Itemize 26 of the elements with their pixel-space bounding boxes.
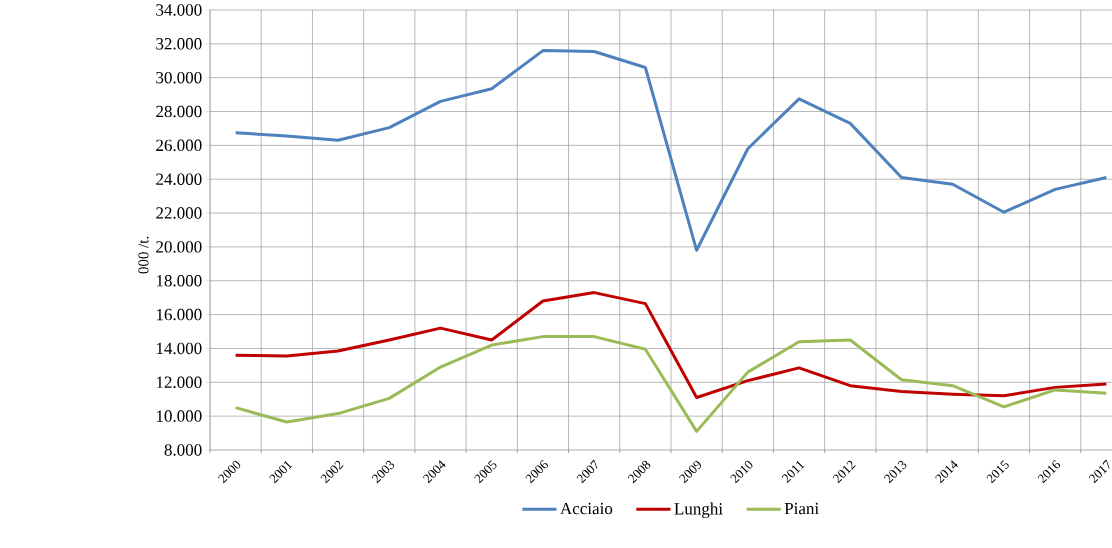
- y-tick-label: 12.000: [156, 376, 202, 389]
- x-tick-label: 2013: [883, 460, 907, 484]
- y-tick-label: 26.000: [156, 139, 202, 152]
- x-tick-label: 2011: [781, 461, 805, 484]
- y-tick-label: 28.000: [156, 105, 202, 118]
- x-tick-label: 2001: [269, 461, 293, 484]
- y-tick-label: 32.000: [156, 38, 202, 50]
- legend-label: Acciaio: [560, 502, 613, 515]
- legend-label: Piani: [784, 502, 819, 515]
- legend-label: Lunghi: [674, 502, 723, 519]
- x-tick-label: 2000: [218, 460, 241, 484]
- y-tick-label: 8.000: [164, 444, 202, 456]
- y-tick-label: 16.000: [156, 308, 202, 321]
- y-tick-label: 18.000: [156, 274, 202, 287]
- y-axis-title: 000 /t.: [138, 236, 149, 274]
- y-tick-label: 30.000: [156, 71, 202, 84]
- y-tick-label: 20.000: [156, 241, 202, 253]
- y-tick-label: 10.000: [156, 410, 202, 422]
- y-tick-label: 24.000: [156, 173, 202, 185]
- line-series: [234, 335, 1108, 433]
- y-tick-label: 22.000: [156, 207, 202, 219]
- y-tick-label: 34.000: [156, 4, 202, 16]
- line-series: [234, 291, 1108, 400]
- line-series: [234, 49, 1108, 252]
- y-tick-label: 14.000: [156, 342, 202, 355]
- x-tick-label: 2009: [679, 460, 702, 484]
